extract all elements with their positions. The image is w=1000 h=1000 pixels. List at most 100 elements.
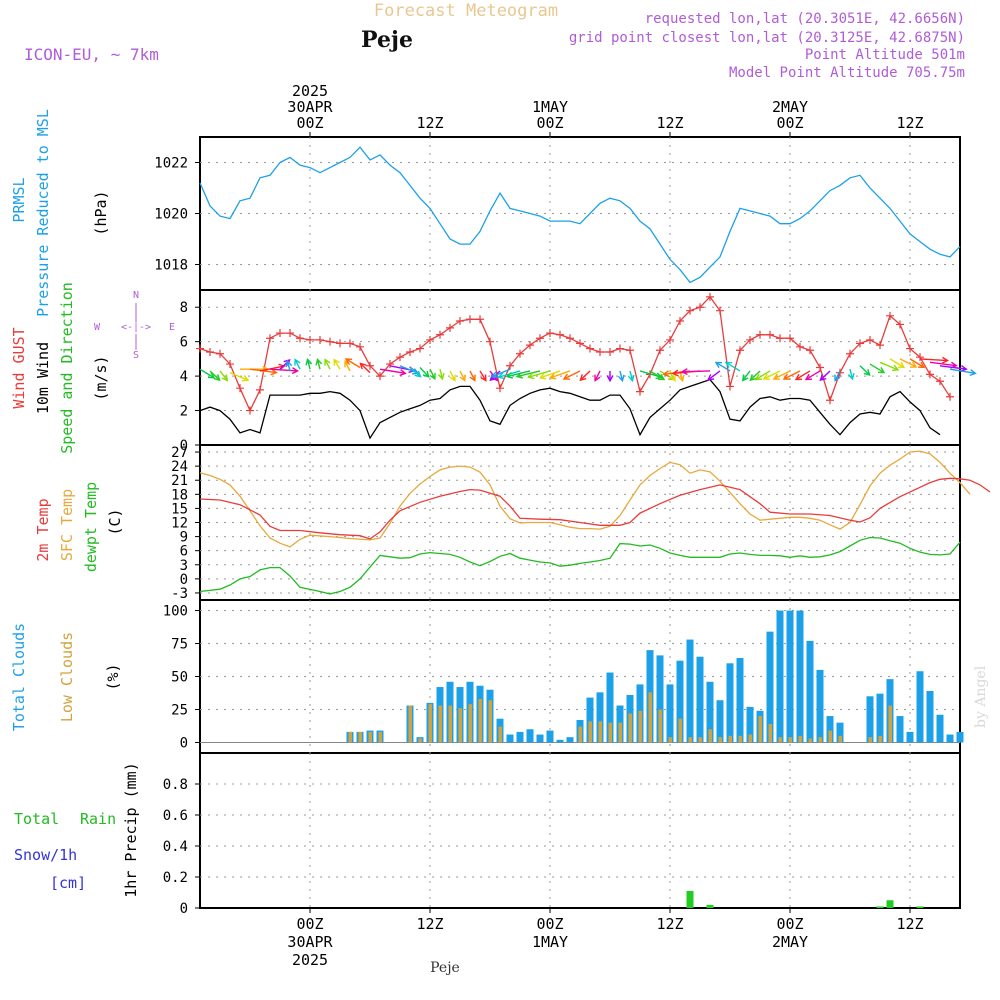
wind-arrow — [795, 370, 811, 381]
gust-marker — [656, 346, 664, 355]
gust-marker — [926, 370, 934, 379]
precipitation-plot — [200, 890, 960, 909]
wind-arrow — [682, 370, 711, 373]
wind-arrow — [479, 370, 487, 381]
low-cloud-bar — [778, 737, 782, 743]
gust-marker — [666, 335, 674, 344]
y-tick-label: 3 — [180, 558, 188, 574]
cloud-plot — [200, 610, 964, 743]
y-tick-label: -3 — [171, 586, 188, 602]
gust-marker — [516, 349, 524, 358]
gust-marker — [546, 329, 554, 338]
wind-arrow — [783, 370, 801, 380]
total-cloud-bar — [926, 691, 934, 743]
wind-arrow — [649, 370, 665, 381]
top-time-label: 12Z — [416, 114, 443, 132]
gust-marker — [236, 384, 244, 393]
model-altitude: Model Point Altitude 705.75m — [729, 65, 965, 81]
temp-2m-line — [199, 477, 991, 540]
gust-marker — [766, 330, 774, 339]
wind-arrow-head — [429, 372, 436, 381]
wind-arrow — [286, 361, 291, 372]
wind-arrow — [919, 358, 948, 362]
total-cloud-bar — [726, 663, 734, 743]
y-tick-label: 27 — [171, 445, 188, 461]
panel-labels: PRMSL Pressure Reduced to MSL (hPa) Wind GU… — [10, 109, 140, 898]
gust-marker — [296, 334, 304, 343]
total-cloud-bar — [946, 734, 954, 743]
panel-label: 10m Wind — [34, 342, 52, 414]
wind-arrow-head — [749, 374, 757, 382]
low-cloud-bar — [418, 738, 422, 743]
total-cloud-bar — [816, 669, 824, 743]
wind-arrow-head — [291, 367, 300, 375]
wind-arrow-head — [847, 373, 855, 381]
pressure-line — [199, 146, 961, 284]
wind-arrow-head — [411, 368, 420, 375]
sfc-temp-line — [199, 450, 971, 548]
wind-arrow-head — [910, 361, 918, 368]
low-cloud-bar — [678, 718, 682, 743]
wind-arrow-head — [449, 374, 456, 382]
wind-arrow-head — [724, 361, 733, 368]
wind-arrow-head — [714, 361, 723, 368]
wind-speed-line — [199, 378, 941, 440]
top-time-label: 00Z — [776, 114, 803, 132]
wind-arrow — [742, 370, 751, 381]
wind-arrow-head — [794, 373, 803, 381]
low-cloud-bar — [748, 734, 752, 743]
panel-frame-precip — [199, 752, 961, 909]
y-tick-label: 1020 — [154, 207, 188, 223]
gust-marker — [916, 353, 924, 362]
gust-marker — [506, 361, 514, 370]
wind-arrow — [229, 372, 249, 381]
wind-arrow — [199, 368, 215, 379]
panel-frame-wind — [199, 289, 961, 446]
gust-marker — [586, 344, 594, 353]
wind-arrow-head — [762, 373, 770, 380]
low-cloud-bar — [598, 721, 602, 743]
gust-marker — [756, 330, 764, 339]
wind-arrow-head — [741, 374, 749, 382]
total-cloud-bar — [766, 631, 774, 743]
panel-label: Speed and Direction — [58, 282, 76, 454]
wind-arrow-head — [324, 358, 331, 366]
low-cloud-bar — [378, 731, 382, 743]
low-cloud-bar — [768, 723, 772, 743]
panel-grids — [200, 137, 960, 908]
top-time-label: 12Z — [896, 114, 923, 132]
panel-label: Rain — [80, 810, 116, 828]
gust-marker — [386, 360, 394, 369]
gust-marker — [776, 334, 784, 343]
gust-marker — [496, 384, 504, 393]
top-time-label: 12Z — [656, 114, 683, 132]
panel-y-ticks: 10181020102202468-3036912151821242702550… — [154, 156, 200, 917]
gust-marker — [536, 334, 544, 343]
total-cloud-bar — [536, 734, 544, 743]
wind-arrow-head — [606, 375, 614, 383]
low-cloud-bar — [428, 704, 432, 743]
wind-arrow — [459, 370, 466, 381]
y-tick-label: 0.4 — [163, 839, 188, 855]
wind-arrow — [333, 359, 341, 370]
gust-marker — [246, 406, 254, 415]
low-cloud-bar — [358, 731, 362, 743]
total-cloud-bar — [586, 697, 594, 743]
y-tick-label: 6 — [180, 335, 188, 351]
gust-marker — [456, 317, 464, 325]
y-tick-label: 24 — [171, 459, 188, 475]
wind-arrow-head — [579, 374, 587, 382]
bottom-time-label: 30APR — [287, 933, 333, 951]
low-cloud-bar — [488, 700, 492, 743]
y-tick-label: 2 — [180, 404, 188, 420]
gust-marker — [426, 335, 434, 344]
gust-marker — [736, 346, 744, 355]
gust-marker — [436, 330, 444, 339]
wind-arrow-head — [294, 358, 301, 366]
low-cloud-bar — [708, 729, 712, 743]
pressure-plot — [199, 146, 961, 284]
total-cloud-bar — [916, 671, 924, 743]
rain-bar — [686, 890, 694, 908]
gust-marker — [406, 348, 414, 356]
gust-marker — [706, 292, 714, 301]
